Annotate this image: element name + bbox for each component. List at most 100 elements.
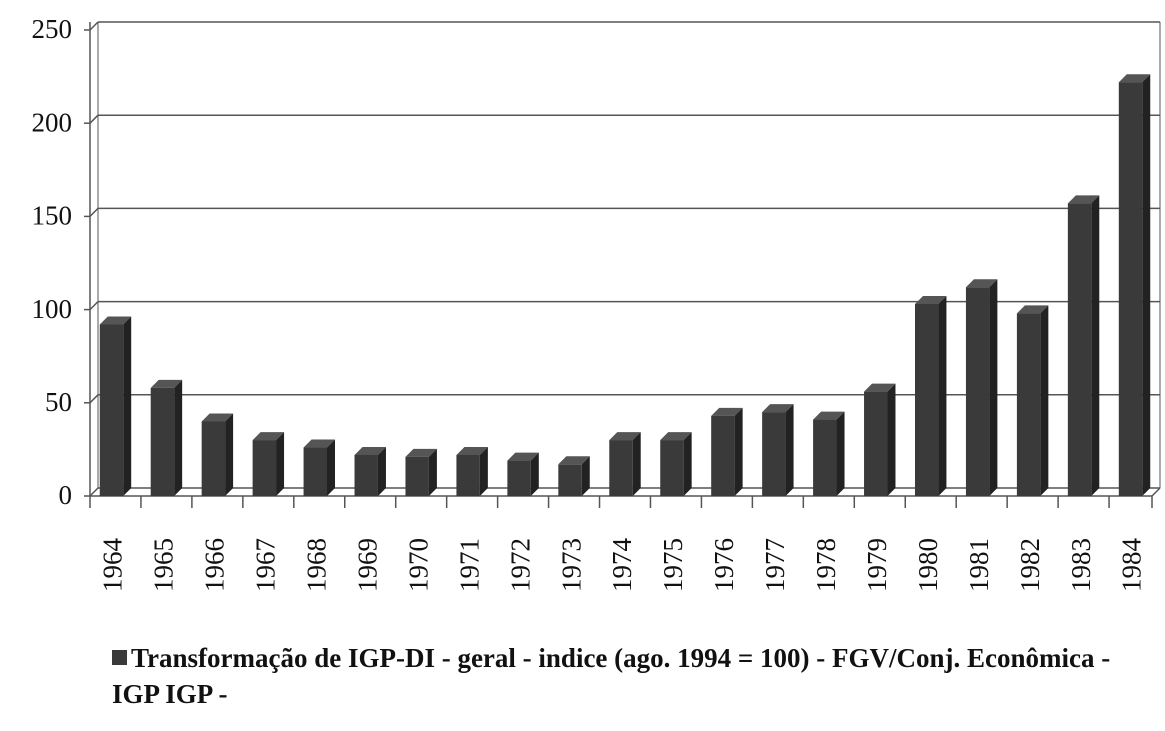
bar-front [1118,82,1143,496]
x-tick-label: 1975 [658,538,688,592]
bar-side [225,413,234,496]
bar-front [813,419,837,496]
bar-top [1118,74,1151,83]
grid-line-side [89,487,99,497]
grid-line [89,114,1160,124]
x-tick-label: 1979 [862,538,892,592]
bar-top [660,432,692,441]
x-axis-depth [1151,487,1161,497]
bar-front [965,287,990,496]
bar-top [456,446,488,455]
x-tick-label: 1965 [149,538,179,592]
bar-front [201,421,226,496]
bar-front [150,387,175,496]
grid-line [89,300,1160,311]
grid-line-side [89,21,99,31]
grid-line [89,394,1160,404]
bar-front [914,304,939,496]
bar [99,316,132,496]
bar-side [887,383,896,496]
grid-line-side [89,114,99,124]
bar-top [965,279,998,288]
bar-side [785,404,794,496]
x-tick-label: 1967 [251,538,281,592]
grid-line-side [89,394,99,404]
y-tick-label: 150 [32,201,73,231]
bar-side [836,411,845,496]
legend-label: Transformação de IGP-DI - geral - indice… [112,643,1111,709]
bar-top [354,446,386,455]
y-tick-label: 100 [32,294,73,324]
bar-side [428,448,437,496]
bar-front [354,454,378,496]
bar-front [711,415,735,496]
x-tick-label: 1984 [1117,538,1147,593]
x-tick-label: 1977 [760,538,790,592]
x-tick-label: 1983 [1066,538,1096,592]
bar [965,279,998,496]
legend-swatch [112,650,127,665]
bar-front [303,447,328,496]
bar [711,407,743,496]
bar-top [1016,305,1049,314]
x-tick-label: 1981 [964,538,994,592]
bar-side [938,296,947,496]
bar-side [327,439,336,496]
x-tick-label: 1976 [709,538,739,592]
bar-side [530,452,539,496]
bar-front [558,464,582,496]
bar [558,456,590,496]
bar [1016,305,1049,496]
bar [813,411,845,496]
bar-front [1016,313,1041,496]
bar-top [864,383,896,392]
bar-top [303,439,336,448]
x-tick-label: 1982 [1015,538,1045,592]
bar [252,432,285,496]
x-tick-label: 1970 [403,538,433,592]
bar-top [405,448,437,457]
bar-front [405,456,429,496]
bar-front [99,324,124,496]
y-tick-label: 200 [32,107,73,137]
bar-side [377,446,386,496]
bar [405,448,437,496]
grid-line [89,207,1160,217]
bar [609,432,641,496]
bar [1118,74,1151,496]
bar-top [711,407,743,416]
bar-top [609,432,641,441]
bar-top [762,404,794,413]
y-tick-label: 250 [32,14,73,44]
bar-front [864,391,888,496]
bar-top [252,432,285,441]
bar-front [456,454,480,496]
bar [660,432,692,496]
bar [150,379,183,496]
bar-side [683,432,692,496]
bar-side [276,432,285,496]
grid-line [89,21,1160,31]
bar-top [150,379,183,388]
y-tick-label: 0 [59,480,73,510]
bar-top [507,452,539,461]
bar-side [581,456,590,496]
bar-top [99,316,132,325]
bar-front [507,460,531,496]
bar-side [479,446,488,496]
bar [354,446,386,496]
y-tick-label: 50 [45,387,72,417]
bar-top [914,296,947,305]
grid-line-side [89,207,99,217]
bar [201,413,234,496]
x-tick-label: 1968 [301,538,331,592]
x-tick-label: 1971 [454,538,484,592]
bar-front [762,412,786,496]
bar [507,452,539,496]
x-tick-label: 1964 [98,538,128,593]
bar [914,296,947,496]
x-tick-label: 1969 [352,538,382,592]
bar-side [123,316,132,496]
